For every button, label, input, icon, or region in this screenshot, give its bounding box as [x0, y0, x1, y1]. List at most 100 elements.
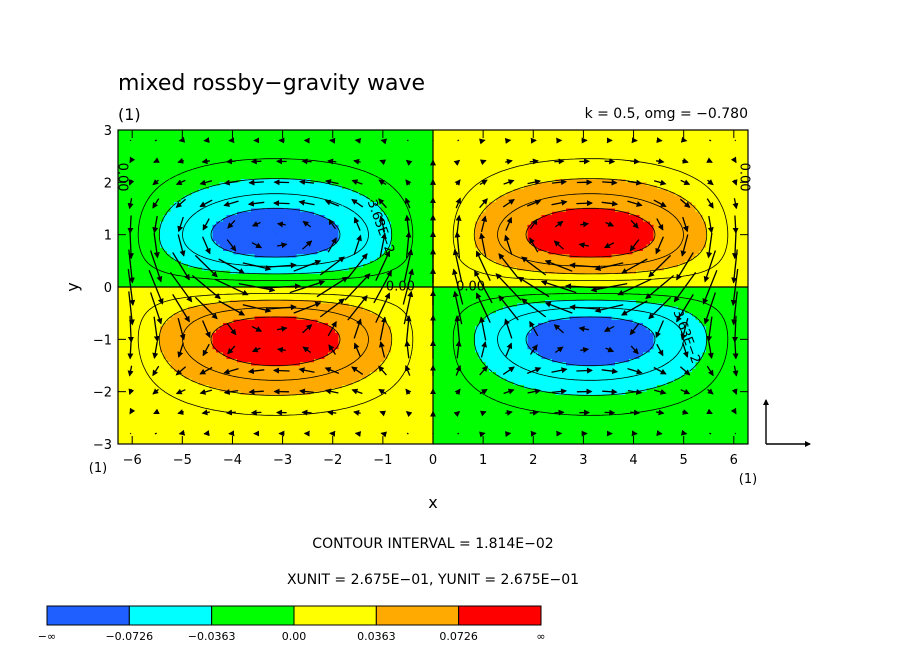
field-cell	[118, 381, 200, 386]
wind-vector	[203, 430, 210, 437]
wind-vector	[580, 221, 590, 228]
field-cell	[160, 237, 214, 242]
field-cell	[475, 231, 529, 236]
field-cell	[678, 306, 748, 311]
wind-vector	[505, 158, 513, 165]
field-cell	[433, 224, 476, 229]
field-cell	[527, 342, 655, 347]
field-cell	[433, 165, 748, 170]
wind-vector	[177, 157, 184, 164]
field-cell	[380, 362, 434, 367]
wind-vector	[404, 340, 411, 359]
field-cell	[118, 169, 434, 174]
wind-vector	[404, 364, 411, 376]
field-cell	[695, 254, 748, 259]
field-cell	[118, 368, 175, 373]
wind-vector	[455, 364, 462, 376]
field-cell	[118, 260, 182, 265]
field-cell	[160, 231, 214, 236]
wind-vector	[273, 367, 290, 374]
wind-vector	[576, 367, 593, 374]
wind-vector	[479, 316, 487, 341]
wind-vector	[706, 408, 713, 415]
field-cell	[475, 332, 529, 337]
field-cell	[118, 319, 168, 324]
field-cell	[118, 251, 168, 255]
field-cell	[531, 241, 651, 246]
field-cell	[433, 355, 480, 360]
wind-vector	[498, 295, 519, 321]
field-cell	[300, 208, 382, 213]
field-cell	[706, 228, 748, 232]
field-cell	[674, 378, 748, 383]
field-cell	[118, 293, 434, 298]
wind-vector	[251, 325, 263, 332]
wind-vector	[406, 139, 409, 142]
field-cell	[118, 316, 172, 321]
field-cell	[531, 349, 651, 354]
field-cell	[566, 208, 616, 213]
field-cell	[541, 355, 641, 360]
wind-vector	[129, 156, 136, 164]
field-cell	[118, 182, 221, 187]
wind-vector	[529, 218, 538, 230]
wind-vector	[679, 198, 691, 208]
wind-vector	[353, 410, 361, 416]
field-cell	[118, 378, 193, 383]
wind-vector	[553, 240, 564, 250]
wind-vector	[351, 199, 364, 208]
field-cell	[237, 358, 315, 363]
field-cell	[433, 133, 748, 138]
field-cell	[433, 192, 508, 197]
wind-vector	[502, 199, 515, 208]
field-cell	[653, 332, 707, 337]
field-cell	[230, 270, 322, 275]
field-cell	[328, 352, 389, 357]
wind-vector	[479, 138, 486, 145]
params-label: k = 0.5, omg = −0.780	[585, 106, 748, 122]
field-cell	[433, 287, 748, 291]
field-cell	[118, 437, 434, 442]
field-cell	[160, 241, 217, 246]
wind-vector	[406, 432, 409, 435]
field-cell	[212, 224, 340, 229]
wind-vector	[526, 367, 542, 375]
wind-vector	[247, 200, 265, 207]
wind-vector	[223, 367, 239, 375]
wind-vector	[479, 159, 487, 166]
wind-vector	[353, 318, 362, 339]
field-cell	[118, 427, 434, 432]
field-cell	[118, 152, 434, 157]
wind-vector	[602, 179, 618, 186]
field-cell	[513, 381, 669, 386]
wind-vector	[648, 296, 672, 320]
wind-vector	[276, 242, 288, 249]
field-cell	[475, 228, 529, 232]
field-cell	[653, 231, 707, 236]
wind-vector	[656, 137, 663, 144]
field-cell	[433, 139, 748, 144]
wind-vector	[298, 199, 315, 206]
field-cell	[653, 237, 707, 242]
x-tick-label: 6	[730, 453, 738, 468]
wind-vector	[328, 344, 337, 355]
field-cell	[363, 306, 434, 311]
colorbar-swatch	[458, 605, 542, 626]
field-cell	[118, 358, 168, 363]
field-cell	[433, 195, 501, 200]
field-cell	[643, 218, 704, 223]
field-cell	[163, 247, 224, 252]
wind-vector	[732, 365, 739, 377]
field-cell	[167, 319, 235, 324]
field-cell	[482, 251, 550, 255]
field-cell	[685, 372, 748, 376]
field-cell	[251, 362, 301, 367]
field-cell	[118, 143, 434, 147]
wind-vector	[578, 242, 590, 249]
wind-vector	[273, 200, 290, 207]
field-cell	[433, 188, 515, 193]
field-cell	[118, 156, 434, 161]
field-cell	[433, 372, 497, 376]
field-cell	[118, 339, 161, 344]
wind-vector	[247, 368, 265, 375]
